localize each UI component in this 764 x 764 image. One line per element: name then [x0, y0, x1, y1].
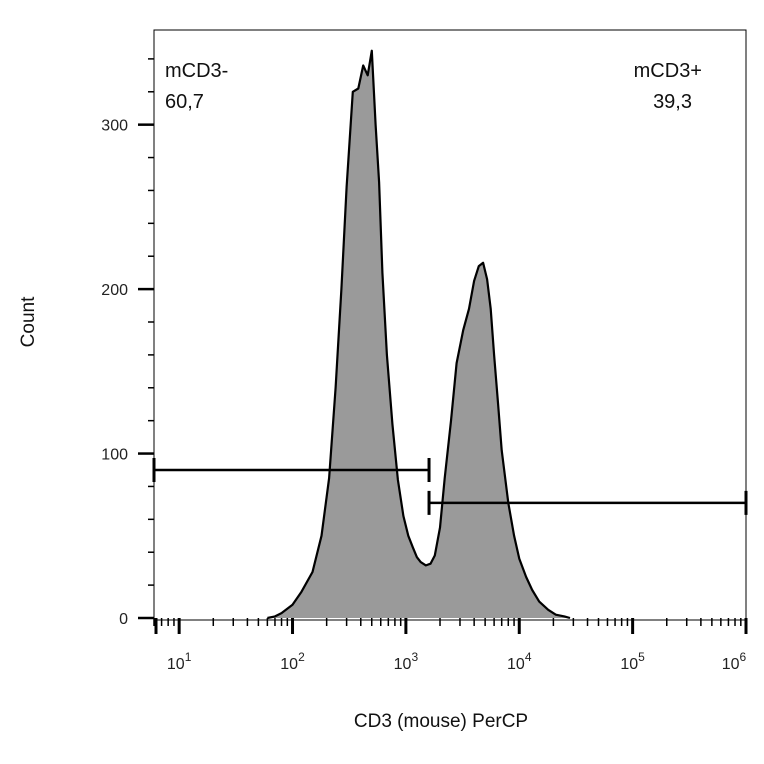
y-tick-label: 300: [101, 118, 128, 135]
gate-mcd3-pos: [427, 490, 748, 515]
gate-markers: [152, 458, 748, 515]
x-tick-exponent: 2: [298, 650, 305, 664]
x-tick-base: 10: [620, 656, 638, 673]
x-tick-base: 10: [507, 656, 525, 673]
plot-frame: [153, 29, 747, 621]
x-tick-label: 102: [280, 650, 305, 673]
x-tick-base: 10: [280, 656, 298, 673]
x-tick-base: 10: [722, 656, 740, 673]
x-tick-label: 105: [620, 650, 645, 673]
histogram-outline: [267, 49, 571, 620]
x-tick-exponent: 3: [411, 650, 418, 664]
x-tick-base: 10: [394, 656, 412, 673]
y-tick-label: 200: [101, 282, 128, 299]
x-tick-label: 103: [394, 650, 419, 673]
gate-label-mcd3-neg-name: mCD3-: [165, 60, 228, 82]
x-tick-label: 101: [167, 650, 192, 673]
gate-label-mcd3-neg-percent: 60,7: [165, 91, 204, 113]
x-tick-label: 106: [722, 650, 747, 673]
x-axis-label: CD3 (mouse) PerCP: [354, 711, 528, 732]
gate-mcd3-neg: [152, 458, 431, 482]
x-tick-exponent: 4: [525, 650, 532, 664]
histogram-fill: [267, 50, 570, 618]
gate-label-mcd3-pos-percent: 39,3: [653, 91, 692, 113]
gate-label-mcd3-pos-name: mCD3+: [634, 60, 702, 82]
y-axis-label: Count: [18, 296, 39, 347]
x-tick-exponent: 6: [740, 650, 747, 664]
y-tick-label: 0: [119, 611, 128, 628]
x-axis: 101 102 103 104 105 106: [153, 618, 748, 673]
x-tick-exponent: 1: [185, 650, 192, 664]
y-axis: 0 100 200 300: [101, 58, 154, 628]
x-tick-exponent: 5: [638, 650, 645, 664]
x-tick-base: 10: [167, 656, 185, 673]
x-tick-label: 104: [507, 650, 532, 673]
y-tick-label: 100: [101, 447, 128, 464]
histogram-series: [267, 49, 571, 620]
